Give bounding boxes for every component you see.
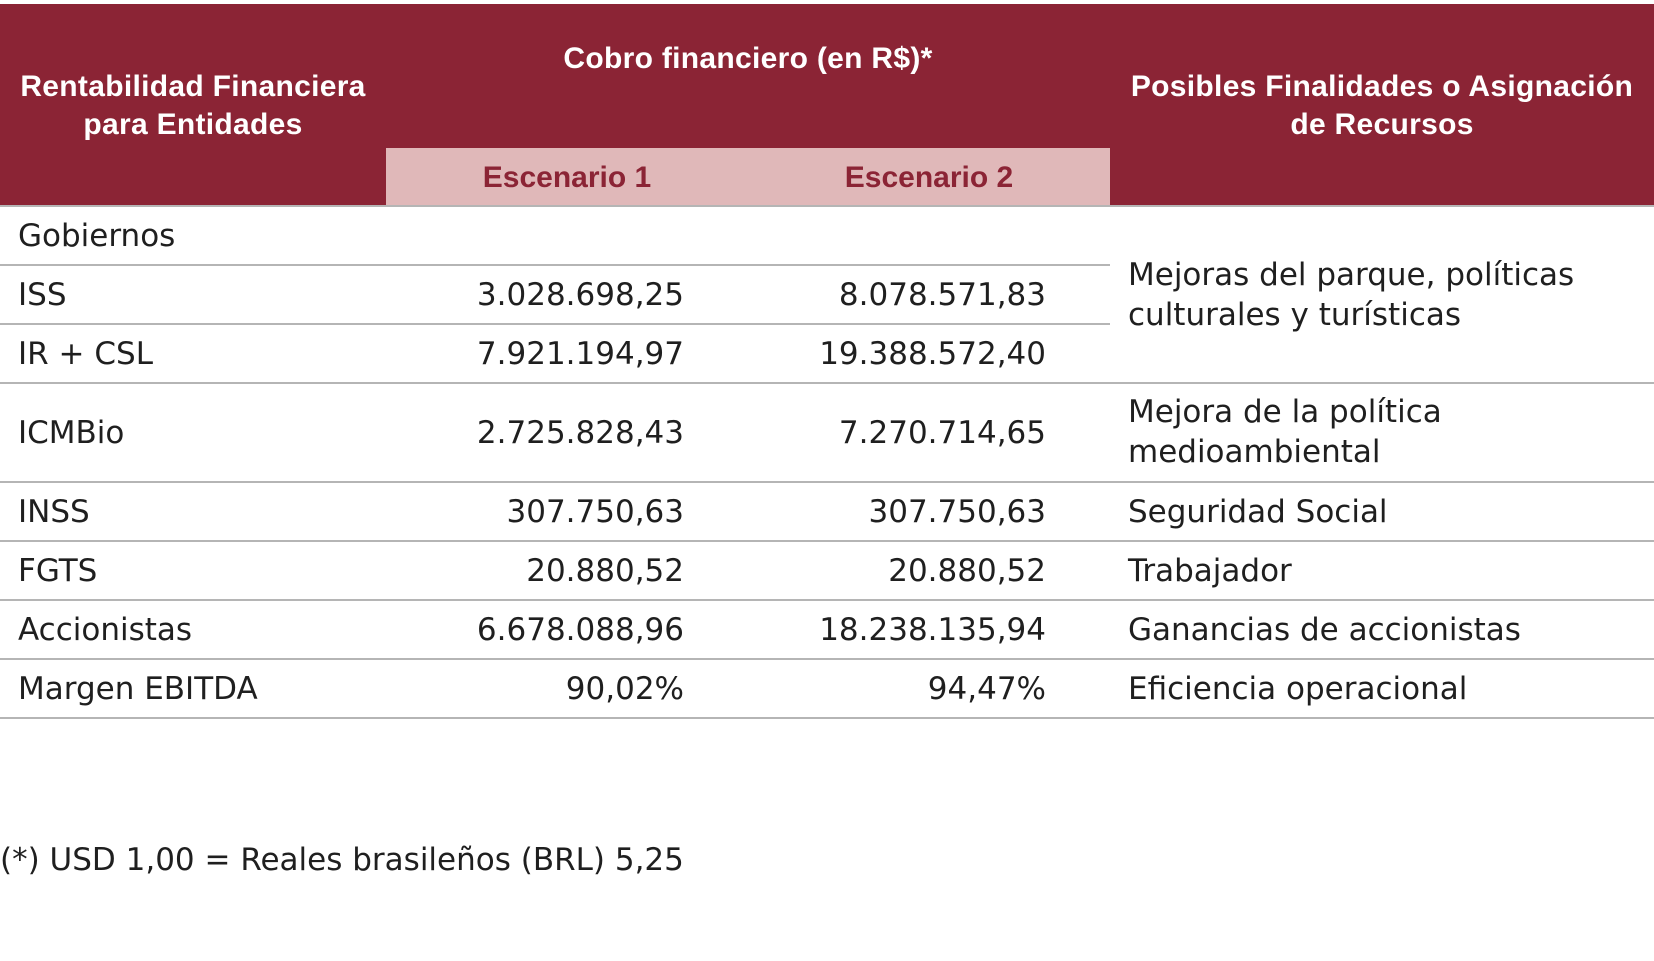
iss-scenario-2: 8.078.571,83 (838, 277, 1046, 313)
row-label-governments: Gobiernos (18, 218, 176, 254)
row-label-icmbio: ICMBio (18, 415, 125, 451)
row-divider (0, 323, 1110, 325)
row-divider (0, 599, 1654, 601)
row-label-ir-csl: IR + CSL (18, 336, 153, 372)
header-scenario-2: Escenario 2 (844, 161, 1014, 194)
shareholders-scenario-2: 18.238.135,94 (819, 612, 1046, 648)
row-divider (0, 481, 1654, 483)
header-financial-charge: Cobro financiero (en R$)* (563, 42, 933, 75)
row-label-iss: ISS (18, 277, 67, 313)
inss-scenario-2: 307.750,63 (868, 494, 1047, 530)
purpose-inss: Seguridad Social (1128, 494, 1388, 530)
row-divider (0, 717, 1654, 719)
header-scenario-1: Escenario 1 (482, 161, 652, 194)
purpose-governments-line-1: Mejoras del parque, políticas (1128, 257, 1575, 293)
inss-scenario-1: 307.750,63 (506, 494, 685, 530)
fgts-scenario-2: 20.880,52 (888, 553, 1046, 589)
iss-scenario-1: 3.028.698,25 (476, 277, 684, 313)
row-divider (0, 658, 1654, 660)
icmbio-scenario-1: 2.725.828,43 (476, 415, 684, 451)
ir-csl-scenario-2: 19.388.572,40 (819, 336, 1046, 372)
ebitda-scenario-1: 90,02% (565, 671, 684, 707)
footnote: (*) USD 1,00 = Reales brasileños (BRL) 5… (0, 842, 684, 878)
row-divider (0, 205, 1654, 207)
ebitda-scenario-2: 94,47% (927, 671, 1046, 707)
purpose-shareholders: Ganancias de accionistas (1128, 612, 1521, 648)
scenario-subheader: Escenario 1 Escenario 2 (386, 148, 1110, 206)
purpose-icmbio-line-1: Mejora de la política (1128, 394, 1442, 430)
financial-table: Rentabilidad Financiera para Entidades C… (0, 4, 1654, 206)
purpose-icmbio-line-2: medioambiental (1128, 434, 1381, 470)
purpose-governments-line-2: culturales y turísticas (1128, 297, 1462, 333)
shareholders-scenario-1: 6.678.088,96 (476, 612, 684, 648)
purpose-fgts: Trabajador (1128, 553, 1292, 589)
row-label-fgts: FGTS (18, 553, 98, 589)
header-purposes: Posibles Finalidades o Asignación de Rec… (1130, 70, 1634, 141)
row-label-ebitda: Margen EBITDA (18, 671, 258, 707)
row-label-inss: INSS (18, 494, 90, 530)
row-divider (0, 264, 1110, 266)
row-divider (0, 540, 1654, 542)
purpose-ebitda: Eficiencia operacional (1128, 671, 1468, 707)
row-label-shareholders: Accionistas (18, 612, 193, 648)
header-entities: Rentabilidad Financiera para Entidades (20, 70, 366, 141)
row-divider (0, 382, 1654, 384)
fgts-scenario-1: 20.880,52 (526, 553, 684, 589)
ir-csl-scenario-1: 7.921.194,97 (476, 336, 684, 372)
table-header: Rentabilidad Financiera para Entidades C… (0, 4, 1654, 206)
icmbio-scenario-2: 7.270.714,65 (838, 415, 1046, 451)
